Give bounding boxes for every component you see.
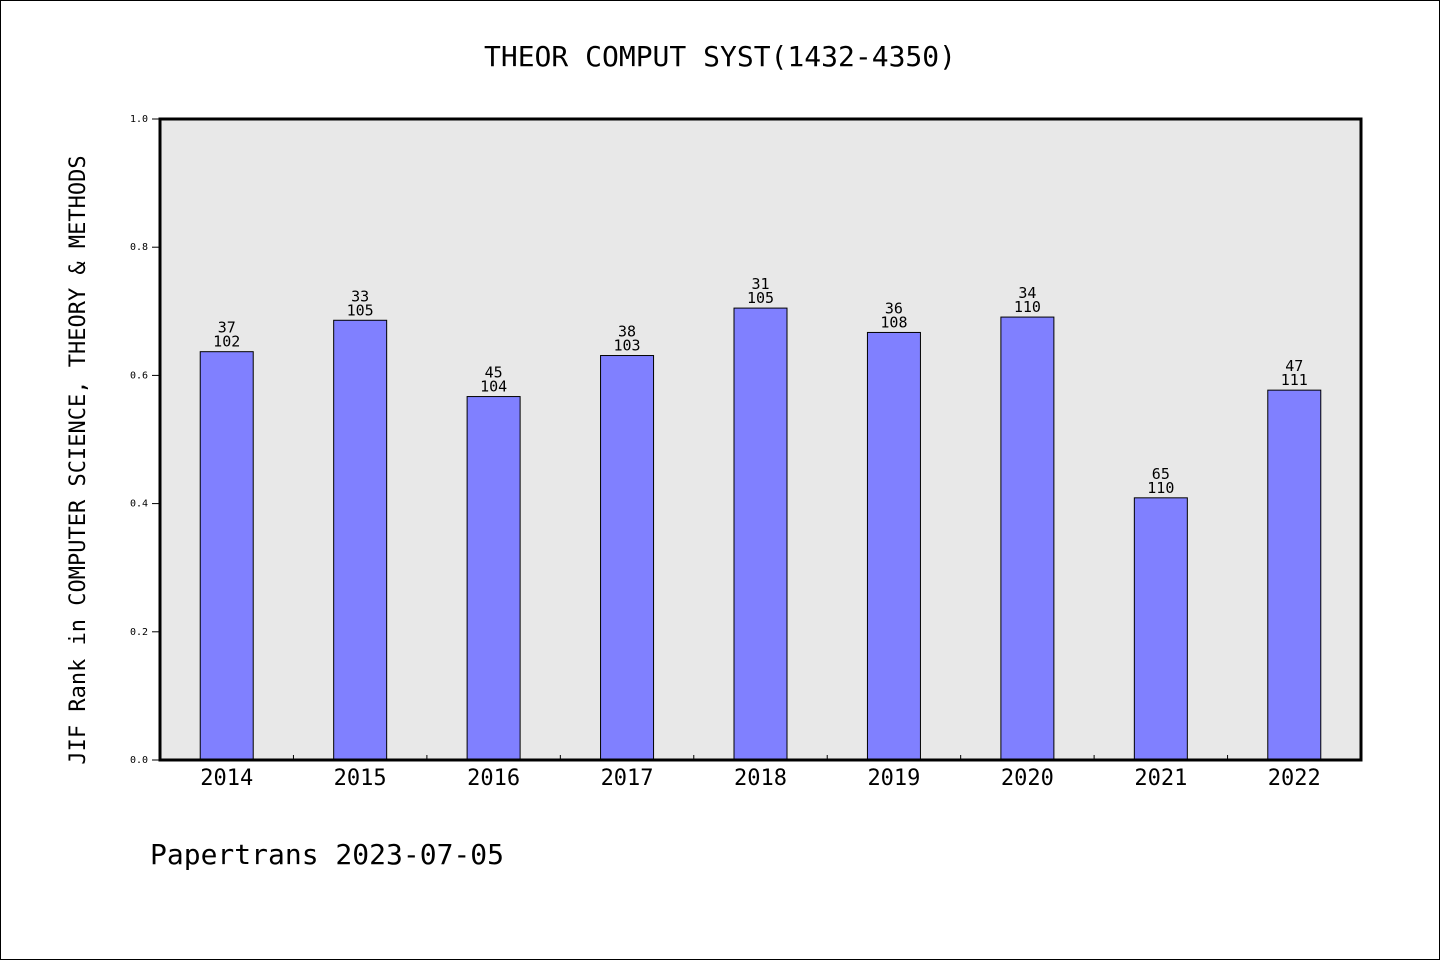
bar-rank-label: 37 bbox=[218, 319, 236, 337]
bar-rank-label: 38 bbox=[618, 323, 636, 341]
y-tick-label: 0.0 bbox=[130, 755, 148, 766]
x-tick-label: 2015 bbox=[334, 766, 387, 791]
bar-total-label: 102 bbox=[213, 333, 240, 351]
x-tick-label: 2022 bbox=[1268, 766, 1321, 791]
x-tick-label: 2014 bbox=[200, 766, 253, 791]
bar-rank-label: 34 bbox=[1018, 284, 1036, 302]
chart-title: THEOR COMPUT SYST(1432-4350) bbox=[484, 40, 956, 73]
bar-total-label: 110 bbox=[1014, 298, 1041, 316]
bar bbox=[466, 396, 521, 761]
y-tick-label: 1.0 bbox=[130, 114, 148, 125]
bar-rank-label: 45 bbox=[485, 364, 503, 382]
bar-rank-label: 36 bbox=[885, 299, 903, 317]
bar bbox=[199, 351, 254, 761]
plot-border bbox=[158, 117, 1363, 762]
bar-total-label: 104 bbox=[480, 378, 507, 396]
x-tick-label: 2020 bbox=[1001, 766, 1054, 791]
bar-total-label: 108 bbox=[880, 313, 907, 331]
x-tick-label: 2019 bbox=[867, 766, 920, 791]
bar-rank-label: 65 bbox=[1152, 465, 1170, 483]
bar-total-label: 110 bbox=[1147, 479, 1174, 497]
bar-total-label: 103 bbox=[614, 337, 641, 355]
bar bbox=[1133, 497, 1188, 761]
footer-text: Papertrans 2023-07-05 bbox=[150, 838, 504, 871]
bar bbox=[1267, 389, 1322, 761]
bar-rank-label: 47 bbox=[1285, 357, 1303, 375]
bar bbox=[600, 355, 655, 761]
bar bbox=[866, 331, 921, 761]
x-tick-label: 2018 bbox=[734, 766, 787, 791]
y-tick-label: 0.4 bbox=[130, 499, 148, 510]
bar bbox=[1000, 316, 1055, 761]
bar-rank-label: 31 bbox=[751, 275, 769, 293]
x-tick-label: 2021 bbox=[1134, 766, 1187, 791]
bar-total-label: 111 bbox=[1281, 371, 1308, 389]
y-tick-label: 0.2 bbox=[130, 627, 148, 638]
bar-rank-label: 33 bbox=[351, 287, 369, 305]
x-tick-label: 2016 bbox=[467, 766, 520, 791]
bar bbox=[733, 307, 788, 761]
y-tick-label: 0.6 bbox=[130, 370, 148, 381]
bar-total-label: 105 bbox=[347, 301, 374, 319]
bar-total-label: 105 bbox=[747, 289, 774, 307]
y-axis-label: JIF Rank in COMPUTER SCIENCE, THEORY & M… bbox=[66, 155, 91, 764]
x-tick-label: 2017 bbox=[601, 766, 654, 791]
y-tick-label: 0.8 bbox=[130, 242, 148, 253]
bar bbox=[333, 319, 388, 761]
